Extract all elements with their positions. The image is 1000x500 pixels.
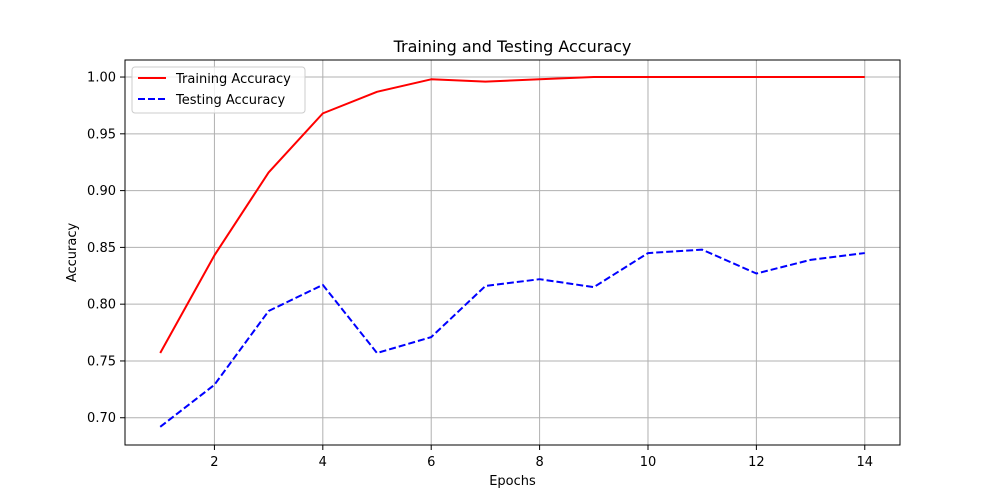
legend: Training Accuracy Testing Accuracy bbox=[131, 66, 306, 114]
x-tick-label: 4 bbox=[319, 455, 327, 470]
y-tick-label: 0.95 bbox=[87, 127, 116, 142]
y-tick-label: 0.80 bbox=[87, 298, 116, 313]
legend-label-training: Training Accuracy bbox=[175, 72, 291, 87]
grid bbox=[125, 60, 900, 445]
y-tick-label: 0.90 bbox=[87, 184, 116, 199]
legend-box bbox=[131, 66, 306, 114]
y-tick-label: 0.85 bbox=[87, 241, 116, 256]
x-tick-label: 12 bbox=[748, 455, 765, 470]
x-tick-label: 6 bbox=[427, 455, 435, 470]
x-axis-label: Epochs bbox=[489, 474, 536, 489]
y-tick-label: 0.70 bbox=[87, 411, 116, 426]
x-tick-label: 14 bbox=[856, 455, 873, 470]
series-line-testing bbox=[159, 248, 865, 428]
x-tick-label: 8 bbox=[535, 455, 543, 470]
y-axis-label: Accuracy bbox=[65, 223, 80, 283]
y-tick-label: 1.00 bbox=[87, 71, 116, 86]
series-line-training bbox=[159, 76, 865, 354]
plot-frame bbox=[124, 59, 901, 446]
y-tick-label: 0.75 bbox=[87, 354, 116, 369]
legend-label-testing: Testing Accuracy bbox=[175, 93, 285, 108]
ticks: 2 4 6 8 10 12 14 0.70 0.75 0.80 0.85 0.90 0.95 1.00 bbox=[87, 71, 873, 470]
x-tick-label: 2 bbox=[210, 455, 218, 470]
series-layer bbox=[159, 76, 865, 428]
chart-title: Training and Testing Accuracy bbox=[393, 37, 632, 56]
x-tick-label: 10 bbox=[640, 455, 657, 470]
